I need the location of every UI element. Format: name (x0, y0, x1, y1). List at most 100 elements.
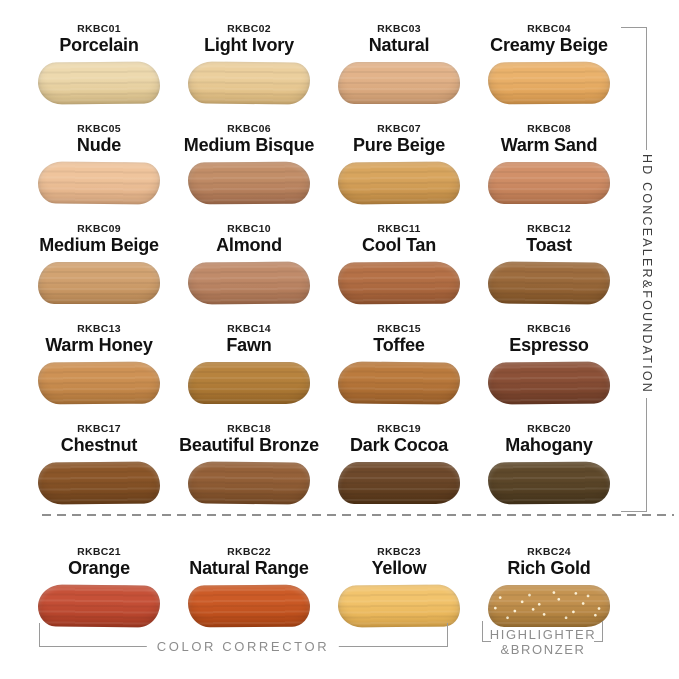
shade-swatch (338, 462, 460, 505)
swatch-grid: RKBC01 Porcelain RKBC02 Light Ivory RKBC… (24, 14, 624, 637)
shade-swatch (487, 461, 611, 505)
swatch-row-3: RKBC09 Medium Beige RKBC10 Almond RKBC11… (24, 214, 624, 314)
shade-code: RKBC09 (77, 223, 121, 235)
corrector-bracket-left-tick (39, 623, 41, 647)
shade-name: Rich Gold (507, 557, 591, 578)
shade-cell-natural-range: RKBC22 Natural Range (174, 537, 324, 637)
corrector-bracket-right-tick (447, 623, 449, 647)
shade-code: RKBC05 (77, 123, 121, 135)
shade-cell-fawn: RKBC14 Fawn (174, 314, 324, 414)
shade-name: Orange (68, 557, 130, 578)
shade-name: Warm Sand (500, 134, 598, 155)
shade-name: Chestnut (60, 434, 138, 455)
shade-cell-warm-honey: RKBC13 Warm Honey (24, 314, 174, 414)
shade-name: Nude (76, 134, 122, 155)
shade-swatch (187, 461, 311, 506)
shade-cell-beautiful-bronze: RKBC18 Beautiful Bronze (174, 414, 324, 514)
shade-code: RKBC11 (377, 223, 421, 235)
shade-cell-toast: RKBC12 Toast (474, 214, 624, 314)
shade-name: Light Ivory (204, 34, 294, 55)
swatch-row-4: RKBC13 Warm Honey RKBC14 Fawn RKBC15 Tof… (24, 314, 624, 414)
highlighter-label-line2: &BRONZER (500, 642, 586, 657)
shade-cell-chestnut: RKBC17 Chestnut (24, 414, 174, 514)
shade-code: RKBC08 (527, 123, 571, 135)
shade-code: RKBC14 (227, 323, 271, 335)
shade-code: RKBC16 (527, 323, 571, 335)
shade-name: Natural Range (189, 557, 309, 578)
shade-cell-nude: RKBC05 Nude (24, 114, 174, 214)
shade-swatch (37, 584, 161, 629)
shade-name: Mahogany (505, 434, 593, 455)
shade-swatch (337, 161, 461, 205)
shade-swatch (488, 162, 610, 205)
shade-swatch (37, 61, 161, 105)
shade-name: Creamy Beige (490, 34, 608, 55)
shade-code: RKBC19 (377, 423, 421, 435)
shade-code: RKBC20 (527, 423, 571, 435)
shade-swatch (487, 61, 611, 105)
shade-swatch (37, 361, 161, 405)
shade-swatch (187, 61, 311, 106)
highlighter-section-label: HIGHLIGHTER &BRONZER (490, 627, 596, 657)
swatch-row-1: RKBC01 Porcelain RKBC02 Light Ivory RKBC… (24, 14, 624, 114)
shade-swatch (38, 262, 160, 305)
shade-name: Natural (368, 34, 430, 55)
shade-name: Fawn (226, 334, 272, 355)
shade-code: RKBC10 (227, 223, 271, 235)
shade-cell-natural: RKBC03 Natural (324, 14, 474, 114)
shade-name: Yellow (371, 557, 427, 578)
shade-swatch (337, 584, 461, 628)
shade-code: RKBC04 (527, 23, 571, 35)
shade-code: RKBC07 (377, 123, 421, 135)
shade-swatch (337, 261, 461, 305)
swatch-row-2: RKBC05 Nude RKBC06 Medium Bisque RKBC07 … (24, 114, 624, 214)
shade-cell-dark-cocoa: RKBC19 Dark Cocoa (324, 414, 474, 514)
shade-name: Cool Tan (361, 234, 437, 255)
swatch-row-6: RKBC21 Orange RKBC22 Natural Range RKBC2… (24, 537, 624, 637)
shade-code: RKBC13 (77, 323, 121, 335)
shade-swatch (487, 361, 611, 405)
shade-cell-yellow: RKBC23 Yellow (324, 537, 474, 637)
shade-cell-porcelain: RKBC01 Porcelain (24, 14, 174, 114)
shade-code: RKBC17 (77, 423, 121, 435)
shade-code: RKBC21 (77, 546, 121, 558)
shade-swatch (37, 161, 161, 206)
shade-code: RKBC01 (77, 23, 121, 35)
shade-cell-light-ivory: RKBC02 Light Ivory (174, 14, 324, 114)
shade-name: Toffee (373, 334, 425, 355)
shade-cell-espresso: RKBC16 Espresso (474, 314, 624, 414)
shade-code: RKBC22 (227, 546, 271, 558)
corrector-section-label: COLOR CORRECTOR (146, 639, 340, 654)
shade-name: Almond (216, 234, 282, 255)
shade-code: RKBC02 (227, 23, 271, 35)
highlighter-label-line1: HIGHLIGHTER (489, 627, 597, 642)
shade-code: RKBC18 (227, 423, 271, 435)
shade-cell-mahogany: RKBC20 Mahogany (474, 414, 624, 514)
shade-name: Pure Beige (352, 134, 446, 155)
shade-code: RKBC12 (527, 223, 571, 235)
shade-swatch (37, 461, 161, 505)
shade-code: RKBC15 (377, 323, 421, 335)
shade-name: Warm Honey (45, 334, 153, 355)
shade-name: Porcelain (59, 34, 139, 55)
shade-cell-pure-beige: RKBC07 Pure Beige (324, 114, 474, 214)
shade-cell-orange: RKBC21 Orange (24, 537, 174, 637)
shade-swatch (487, 261, 611, 306)
shade-cell-warm-sand: RKBC08 Warm Sand (474, 114, 624, 214)
shade-cell-cool-tan: RKBC11 Cool Tan (324, 214, 474, 314)
shade-cell-rich-gold: RKBC24 Rich Gold (474, 537, 624, 637)
shade-name: Dark Cocoa (349, 434, 449, 455)
shade-swatch (187, 161, 311, 205)
shade-code: RKBC24 (527, 546, 571, 558)
right-bracket-top-tick (621, 27, 647, 29)
shade-swatch (338, 62, 460, 105)
right-bracket-bottom-tick (621, 511, 647, 513)
shade-name: Medium Beige (39, 234, 159, 255)
swatch-row-5: RKBC17 Chestnut RKBC18 Beautiful Bronze … (24, 414, 624, 514)
dashed-divider (42, 514, 674, 516)
shade-swatch (188, 362, 310, 405)
foundation-section-label: HD CONCEALER&FOUNDATION (635, 150, 659, 398)
shade-name: Espresso (509, 334, 589, 355)
shade-swatch (187, 261, 311, 305)
highlighter-bracket-left-corner (482, 621, 491, 642)
